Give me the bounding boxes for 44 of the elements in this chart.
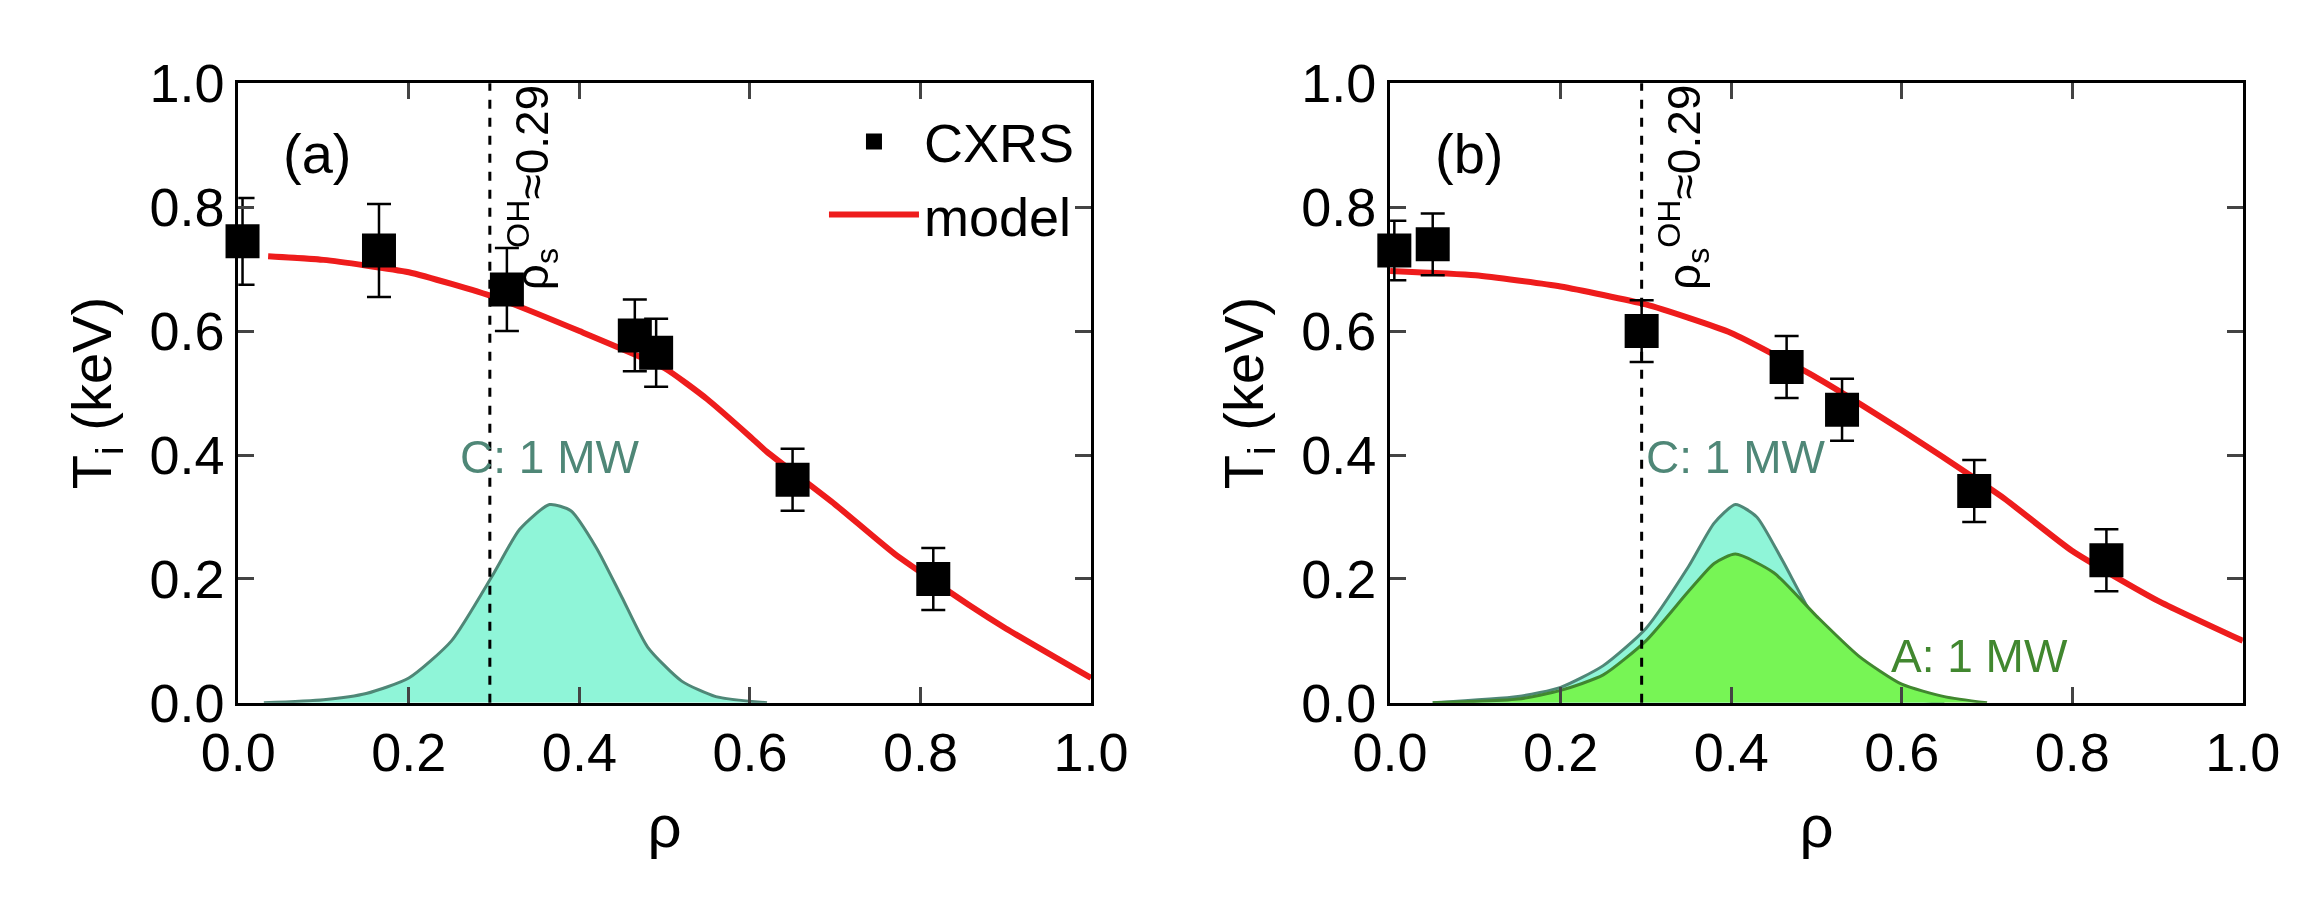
point bbox=[2089, 543, 2124, 578]
point bbox=[1377, 233, 1412, 268]
y-tick-label: 0.2 bbox=[149, 548, 225, 609]
annotation: (b) bbox=[1435, 122, 1504, 185]
point bbox=[916, 561, 951, 596]
y-tick-label: 1.0 bbox=[1301, 53, 1377, 114]
point bbox=[1624, 314, 1659, 349]
x-tick-label: 0.8 bbox=[2034, 721, 2110, 782]
series-label: C: 1 MW bbox=[460, 431, 640, 483]
point bbox=[361, 233, 396, 268]
y-tick-label: 0.2 bbox=[1301, 548, 1377, 609]
y-tick-label: 0.6 bbox=[1301, 301, 1377, 361]
y-tick-label: 0.0 bbox=[1301, 672, 1377, 733]
point bbox=[775, 462, 810, 497]
y-tick-label: 0.8 bbox=[149, 177, 225, 238]
x-tick-label: 1.0 bbox=[1053, 721, 1129, 782]
point bbox=[639, 335, 674, 370]
series-label: C: 1 MW bbox=[1646, 431, 1826, 483]
annotation: (a) bbox=[283, 122, 352, 185]
y-tick-label: 0.8 bbox=[1301, 177, 1377, 238]
y-tick-label: 0.4 bbox=[1301, 424, 1377, 485]
x-tick-label: 1.0 bbox=[2205, 721, 2281, 782]
x-tick-label: 0.6 bbox=[712, 721, 788, 782]
x-tick-label: 0.4 bbox=[1693, 721, 1769, 782]
x-tick-label: 0.6 bbox=[1864, 721, 1940, 782]
x-axis-title: ρ bbox=[647, 793, 682, 861]
x-tick-label: 0.2 bbox=[371, 721, 447, 782]
x-tick-label: 0.8 bbox=[882, 721, 959, 782]
point bbox=[1769, 350, 1804, 385]
series-label: A: 1 MW bbox=[1891, 630, 2068, 682]
y-tick-label: 1.0 bbox=[149, 53, 225, 114]
point bbox=[1415, 227, 1450, 262]
y-tick-label: 0.6 bbox=[149, 301, 225, 361]
x-tick-label: 0.4 bbox=[541, 721, 617, 782]
point bbox=[225, 224, 260, 259]
point bbox=[489, 272, 524, 307]
x-tick-label: 0.2 bbox=[1523, 721, 1599, 782]
legend-label: CXRS bbox=[923, 113, 1075, 174]
legend-label: model bbox=[923, 186, 1072, 247]
y-tick-label: 0.4 bbox=[149, 424, 225, 485]
y-tick-label: 0.0 bbox=[149, 672, 225, 733]
x-axis-title: ρ bbox=[1799, 793, 1834, 861]
point bbox=[1825, 392, 1860, 427]
point bbox=[1957, 473, 1992, 508]
